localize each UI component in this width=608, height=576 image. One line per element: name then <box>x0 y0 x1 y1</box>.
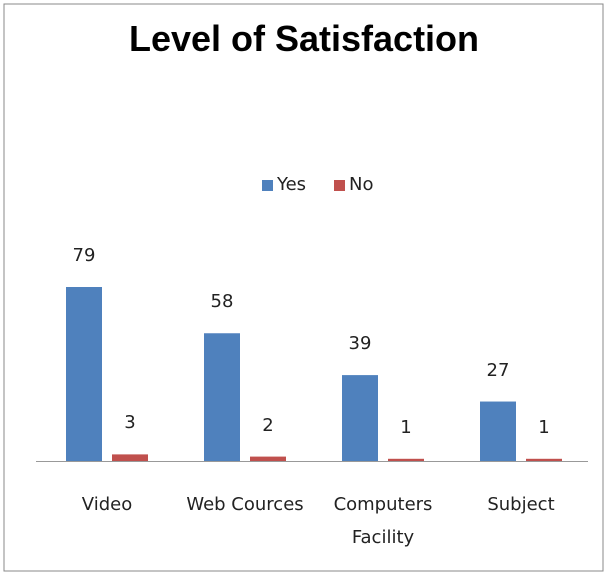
legend-swatch <box>334 180 345 191</box>
bar <box>480 401 516 461</box>
x-tick-label: Web Cources <box>186 494 304 515</box>
bar <box>204 333 240 461</box>
legend-label: No <box>349 174 374 195</box>
bar <box>250 456 286 461</box>
data-label: 3 <box>124 412 136 434</box>
x-tick-label: Subject <box>487 494 555 515</box>
bar <box>526 458 562 461</box>
data-label: 39 <box>348 333 372 355</box>
bar <box>66 287 102 461</box>
data-label: 1 <box>538 416 550 438</box>
bar <box>388 458 424 461</box>
data-label: 1 <box>400 416 412 438</box>
legend-label: Yes <box>277 174 307 195</box>
data-label: 58 <box>210 291 234 313</box>
chart-title: Level of Satisfaction <box>128 18 480 59</box>
frame <box>3 3 604 572</box>
x-tick-label: Computers Facility <box>333 494 433 548</box>
x-tick-label: Video <box>81 494 133 515</box>
data-label: 27 <box>486 359 510 381</box>
data-label: 2 <box>262 414 274 436</box>
legend-swatch <box>262 180 273 191</box>
bar <box>342 375 378 461</box>
bar <box>112 454 148 461</box>
data-label: 79 <box>72 245 96 266</box>
